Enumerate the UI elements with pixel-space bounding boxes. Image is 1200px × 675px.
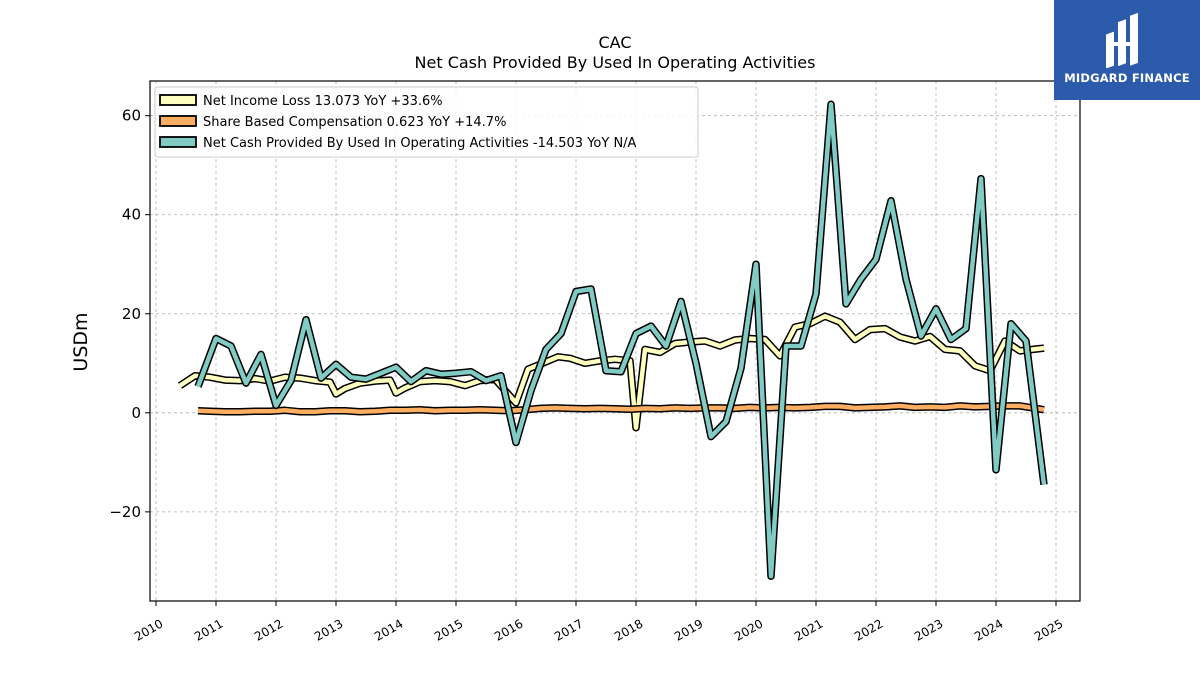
x-tick-label: 2022 xyxy=(852,616,885,643)
x-tick-label: 2012 xyxy=(252,616,285,643)
x-tick-label: 2013 xyxy=(312,616,345,643)
legend-swatch-0 xyxy=(159,94,197,106)
logo-text: MIDGARD FINANCE xyxy=(1064,71,1190,85)
x-tick-label: 2025 xyxy=(1032,616,1065,643)
x-tick-label: 2010 xyxy=(132,616,165,643)
legend: Net Income Loss 13.073 YoY +33.6% Share B… xyxy=(154,86,699,158)
x-tick-label: 2019 xyxy=(672,616,705,643)
x-tick-label: 2024 xyxy=(972,616,1005,643)
y-axis-label: USDm xyxy=(70,312,92,371)
legend-swatch-1 xyxy=(159,115,197,127)
y-tick-label: 40 xyxy=(122,206,141,224)
x-tick-label: 2017 xyxy=(552,616,585,643)
x-tick-label: 2016 xyxy=(492,616,525,643)
y-tick-label: 20 xyxy=(122,305,141,323)
y-tick-label: 0 xyxy=(131,404,141,422)
x-tick-label: 2020 xyxy=(732,616,765,643)
x-tick-label: 2011 xyxy=(192,616,225,643)
brand-logo: MIDGARD FINANCE xyxy=(1054,0,1200,100)
y-tick-label: 60 xyxy=(122,107,141,125)
plot-frame xyxy=(149,80,1081,602)
series-line-2 xyxy=(195,102,1047,579)
legend-label-0: Net Income Loss 13.073 YoY +33.6% xyxy=(203,94,443,109)
x-tick-label: 2015 xyxy=(432,616,465,643)
y-tick-label: −20 xyxy=(109,503,141,521)
chart-subtitle: Net Cash Provided By Used In Operating A… xyxy=(415,53,816,72)
x-tick-label: 2014 xyxy=(372,616,405,643)
x-tick-label: 2023 xyxy=(912,616,945,643)
logo-mark-icon xyxy=(1106,12,1138,68)
chart-title: CAC xyxy=(598,33,631,52)
series-line-0 xyxy=(178,313,1045,430)
x-tick-label: 2021 xyxy=(792,616,825,643)
x-tick-label: 2018 xyxy=(612,616,645,643)
legend-label-2: Net Cash Provided By Used In Operating A… xyxy=(203,136,637,151)
legend-label-1: Share Based Compensation 0.623 YoY +14.7… xyxy=(203,115,506,130)
legend-swatch-2 xyxy=(159,136,197,148)
legend-box xyxy=(154,86,699,158)
series-lines xyxy=(177,100,1048,580)
series-line-1 xyxy=(197,403,1045,415)
